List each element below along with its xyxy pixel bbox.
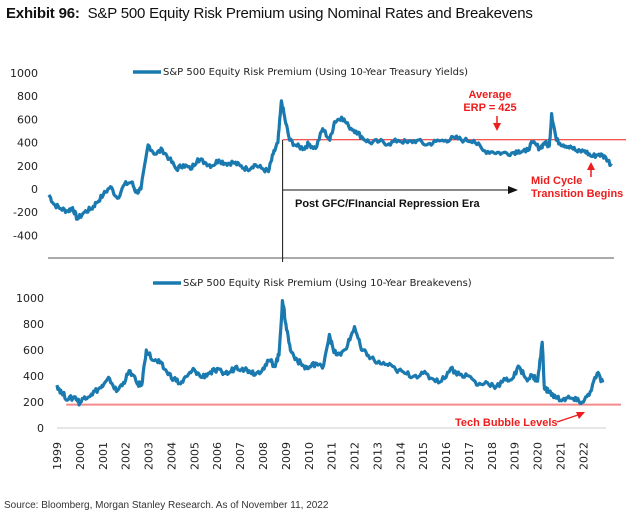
y-tick-label: 600 [17, 113, 38, 126]
average-arrow-head [493, 123, 501, 131]
average-label: Average [468, 89, 511, 101]
x-tick-label: 2016 [440, 442, 453, 470]
series-line [55, 299, 605, 407]
x-tick-label: 2001 [97, 442, 110, 470]
x-tick-label: 2012 [349, 442, 362, 470]
x-tick-label: 2020 [532, 442, 545, 470]
tech-bubble-arrow-line [556, 414, 579, 423]
x-tick-label: 2006 [211, 442, 224, 470]
x-tick-label: 2007 [234, 442, 247, 470]
average-value-label: ERP = 425 [463, 102, 516, 114]
chart-panel-1: 1000 800 600 400 200 0 -200 -400 S&P 500 Equity … [10, 67, 626, 259]
series-line [47, 99, 613, 221]
source-note: Source: Bloomberg, Morgan Stanley Resear… [4, 500, 329, 511]
y-tick-label: 800 [23, 318, 44, 331]
mid-cycle-label: Mid Cycle [531, 175, 582, 187]
exhibit-title-text: S&P 500 Equity Risk Premium using Nomina… [87, 5, 533, 22]
exhibit-title: Exhibit 96: S&P 500 Equity Risk Premium … [6, 5, 533, 22]
y-tick-label: 1000 [10, 67, 38, 80]
mid-cycle-arrow-head [587, 162, 595, 170]
y-tick-label: 0 [31, 183, 38, 196]
x-tick-label: 1999 [51, 442, 64, 470]
x-tick-label: 2018 [486, 442, 499, 470]
y-tick-label: -400 [13, 229, 38, 242]
x-tick-label: 2009 [280, 442, 293, 470]
x-tick-label: 2010 [303, 442, 316, 470]
x-tick-label: 2005 [188, 442, 201, 470]
mid-cycle-label-2: Transition Begins [531, 188, 623, 200]
x-tick-label: 2021 [555, 442, 568, 470]
x-tick-label: 2004 [165, 442, 178, 470]
y-tick-label: 1000 [16, 292, 44, 305]
tech-bubble-arrow-head [576, 412, 585, 419]
y-tick-label: 400 [23, 370, 44, 383]
era-label: Post GFC/FInancial Repression Era [295, 198, 480, 210]
y-tick-label: 600 [23, 344, 44, 357]
y-tick-label: 200 [23, 396, 44, 409]
x-tick-label: 2019 [509, 442, 522, 470]
x-tick-label: 2013 [371, 442, 384, 470]
legend-label: S&P 500 Equity Risk Premium (Using 10-Ye… [183, 278, 472, 289]
era-arrow-head [508, 186, 518, 194]
tech-bubble-label: Tech Bubble Levels [455, 417, 558, 429]
legend-label: S&P 500 Equity Risk Premium (Using 10-Ye… [163, 67, 468, 78]
y-tick-label: 400 [17, 137, 38, 150]
x-tick-label: 2015 [417, 442, 430, 470]
y-tick-label: 0 [37, 422, 44, 435]
x-tick-label: 2000 [74, 442, 87, 470]
y-tick-label: -200 [13, 206, 38, 219]
y-tick-label: 800 [17, 90, 38, 103]
exhibit-number: Exhibit 96: [6, 5, 80, 22]
x-tick-label: 2002 [120, 442, 133, 470]
x-tick-label: 2014 [394, 442, 407, 470]
x-tick-label: 2003 [143, 442, 156, 470]
x-tick-label: 2008 [257, 442, 270, 470]
y-tick-label: 200 [17, 160, 38, 173]
x-tick-label: 2011 [326, 442, 339, 470]
x-tick-label: 2022 [577, 442, 590, 470]
x-tick-label: 2017 [463, 442, 476, 470]
